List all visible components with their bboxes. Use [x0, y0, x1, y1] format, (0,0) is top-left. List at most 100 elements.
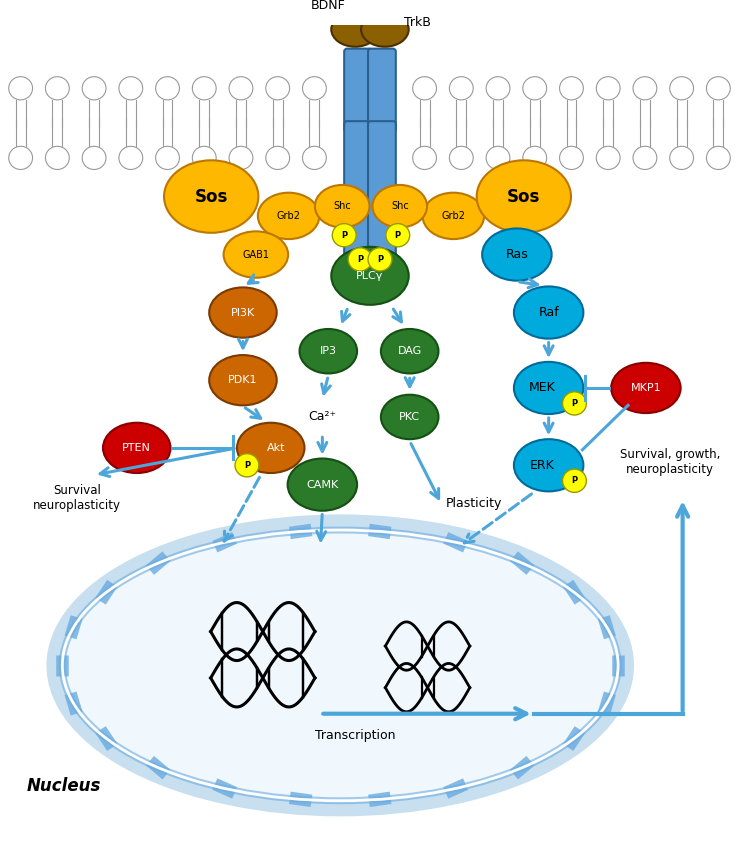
- Ellipse shape: [514, 362, 583, 414]
- Ellipse shape: [423, 192, 484, 239]
- Ellipse shape: [333, 224, 356, 246]
- Text: BDNF: BDNF: [311, 0, 346, 12]
- FancyBboxPatch shape: [368, 121, 396, 272]
- Text: Survival, growth,
neuroplasticity: Survival, growth, neuroplasticity: [619, 448, 720, 476]
- Ellipse shape: [486, 147, 510, 169]
- Text: P: P: [357, 255, 363, 264]
- Ellipse shape: [522, 147, 547, 169]
- Text: DAG: DAG: [398, 346, 422, 357]
- Ellipse shape: [331, 12, 379, 47]
- Ellipse shape: [514, 286, 583, 339]
- Text: Plasticity: Plasticity: [446, 497, 503, 511]
- Ellipse shape: [348, 248, 372, 271]
- Text: Ca²⁺: Ca²⁺: [308, 411, 336, 424]
- Ellipse shape: [62, 530, 618, 800]
- Ellipse shape: [559, 77, 583, 100]
- Ellipse shape: [266, 77, 290, 100]
- Ellipse shape: [562, 469, 586, 492]
- Ellipse shape: [229, 147, 253, 169]
- Ellipse shape: [514, 440, 583, 491]
- FancyBboxPatch shape: [368, 48, 396, 132]
- Text: Ras: Ras: [505, 248, 528, 261]
- FancyBboxPatch shape: [344, 121, 372, 272]
- Ellipse shape: [9, 77, 33, 100]
- Text: Transcription: Transcription: [315, 729, 395, 743]
- Ellipse shape: [209, 355, 276, 406]
- Ellipse shape: [449, 147, 473, 169]
- Ellipse shape: [229, 77, 253, 100]
- Ellipse shape: [192, 147, 217, 169]
- Ellipse shape: [258, 192, 319, 239]
- Ellipse shape: [522, 77, 547, 100]
- Ellipse shape: [412, 147, 437, 169]
- Text: CAMK: CAMK: [306, 479, 338, 490]
- Text: P: P: [341, 230, 347, 240]
- Ellipse shape: [372, 185, 427, 228]
- Text: PI3K: PI3K: [231, 307, 255, 318]
- Ellipse shape: [562, 392, 586, 415]
- Ellipse shape: [82, 147, 106, 169]
- Text: P: P: [571, 399, 577, 408]
- Ellipse shape: [482, 229, 551, 280]
- Text: PLCγ: PLCγ: [356, 271, 384, 281]
- Ellipse shape: [361, 12, 409, 47]
- Text: P: P: [571, 476, 577, 485]
- Text: PDK1: PDK1: [228, 375, 258, 385]
- Ellipse shape: [386, 224, 409, 246]
- Ellipse shape: [302, 77, 327, 100]
- Ellipse shape: [611, 363, 681, 413]
- Ellipse shape: [46, 77, 69, 100]
- Text: P: P: [377, 255, 383, 264]
- Ellipse shape: [103, 423, 171, 473]
- Ellipse shape: [287, 458, 357, 511]
- Ellipse shape: [266, 147, 290, 169]
- Ellipse shape: [670, 147, 693, 169]
- Text: Grb2: Grb2: [276, 211, 301, 221]
- Text: Survival
neuroplasticity: Survival neuroplasticity: [33, 484, 121, 512]
- Ellipse shape: [224, 231, 288, 278]
- Ellipse shape: [368, 248, 392, 271]
- Ellipse shape: [596, 77, 620, 100]
- Ellipse shape: [315, 185, 370, 228]
- Ellipse shape: [670, 77, 693, 100]
- Text: ERK: ERK: [529, 459, 554, 472]
- Ellipse shape: [633, 77, 657, 100]
- Text: PTEN: PTEN: [123, 443, 151, 453]
- Ellipse shape: [209, 287, 276, 338]
- Text: Sos: Sos: [194, 187, 228, 206]
- Ellipse shape: [412, 77, 437, 100]
- Text: Akt: Akt: [267, 443, 285, 453]
- Ellipse shape: [119, 147, 143, 169]
- Ellipse shape: [237, 423, 304, 473]
- Text: Shc: Shc: [333, 202, 351, 211]
- Ellipse shape: [449, 77, 473, 100]
- Text: P: P: [244, 461, 250, 470]
- Ellipse shape: [302, 147, 327, 169]
- Text: P: P: [395, 230, 401, 240]
- Ellipse shape: [486, 77, 510, 100]
- Ellipse shape: [235, 454, 259, 477]
- Text: MKP1: MKP1: [630, 383, 661, 393]
- Ellipse shape: [477, 160, 571, 233]
- Ellipse shape: [706, 77, 730, 100]
- Ellipse shape: [9, 147, 33, 169]
- Ellipse shape: [559, 147, 583, 169]
- Ellipse shape: [299, 329, 357, 374]
- Ellipse shape: [633, 147, 657, 169]
- Ellipse shape: [82, 77, 106, 100]
- Ellipse shape: [164, 160, 259, 233]
- Ellipse shape: [706, 147, 730, 169]
- Ellipse shape: [156, 147, 180, 169]
- Text: PKC: PKC: [399, 412, 420, 422]
- Ellipse shape: [331, 246, 409, 305]
- Ellipse shape: [192, 77, 217, 100]
- Ellipse shape: [381, 395, 438, 440]
- Text: GAB1: GAB1: [242, 250, 269, 259]
- Ellipse shape: [46, 147, 69, 169]
- Text: IP3: IP3: [320, 346, 337, 357]
- Ellipse shape: [156, 77, 180, 100]
- FancyBboxPatch shape: [344, 48, 372, 132]
- Text: Shc: Shc: [391, 202, 409, 211]
- Ellipse shape: [596, 147, 620, 169]
- Ellipse shape: [381, 329, 438, 374]
